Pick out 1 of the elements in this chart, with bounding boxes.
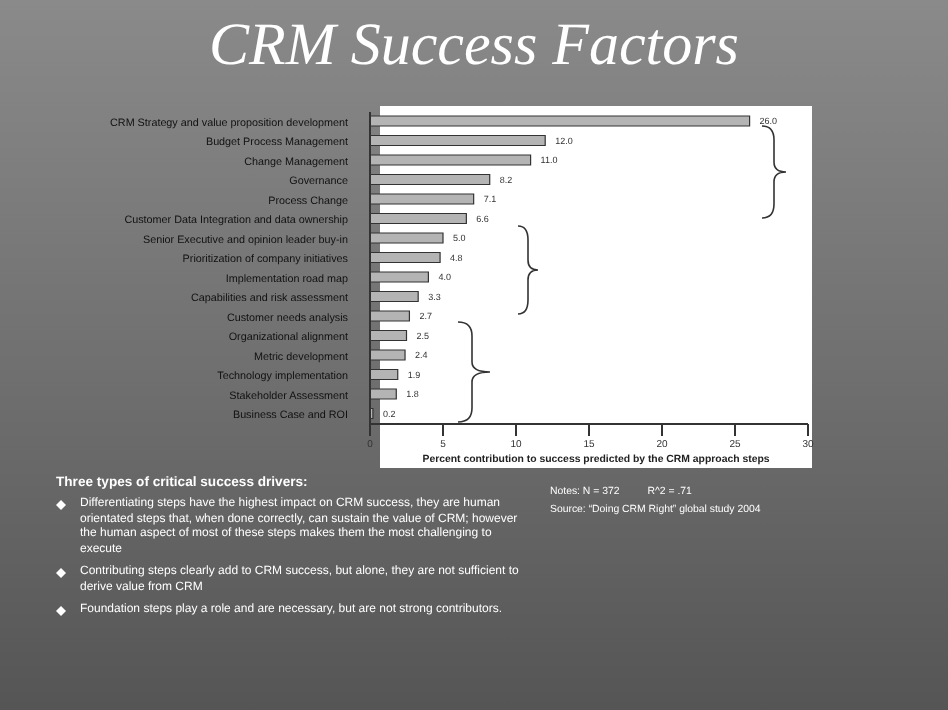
- chart-title: CRM Success Factors: [207, 12, 741, 80]
